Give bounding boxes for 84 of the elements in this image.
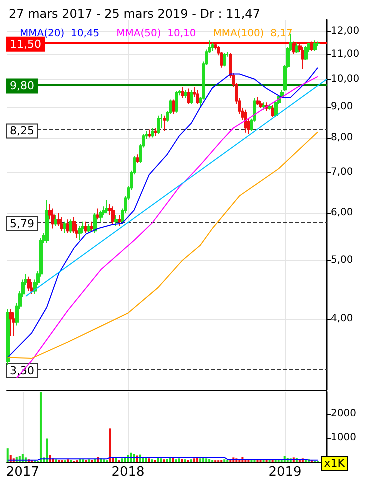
candlestick xyxy=(93,212,97,234)
candlestick xyxy=(105,200,109,214)
bar xyxy=(194,458,196,462)
candlestick xyxy=(184,90,187,99)
candlestick xyxy=(316,41,320,47)
candlestick xyxy=(181,86,184,99)
candlestick xyxy=(244,109,247,134)
candlestick xyxy=(111,206,115,225)
candlestick xyxy=(90,221,94,232)
candlestick xyxy=(78,226,82,242)
ref-line-label: 11,50 xyxy=(10,38,42,51)
annotation: x1K xyxy=(324,457,346,470)
candlestick xyxy=(63,221,67,234)
candlestick xyxy=(157,115,160,136)
candlestick xyxy=(114,214,118,227)
text: MMA(100) 8,17 xyxy=(213,28,293,40)
bar xyxy=(121,458,124,462)
candlestick xyxy=(301,46,305,70)
bar xyxy=(178,458,180,462)
candlestick xyxy=(196,90,199,105)
bar xyxy=(148,458,150,462)
candlestick xyxy=(172,99,175,115)
ref-line-label: 5,79 xyxy=(10,217,34,230)
y-tick-label: 12,00 xyxy=(331,26,360,38)
candlestick xyxy=(148,129,151,138)
candlestick xyxy=(54,214,58,227)
ref-line-label: 9,80 xyxy=(10,80,34,93)
bar xyxy=(166,459,168,462)
y-tick-label: 1000 xyxy=(331,432,356,444)
candlestick xyxy=(99,210,103,222)
candlestick xyxy=(304,46,308,61)
x-tick-label: 2018 xyxy=(112,465,145,480)
y-tick-label: 4,00 xyxy=(331,314,354,325)
candlestick xyxy=(6,308,10,366)
candlestick xyxy=(45,200,49,244)
candlestick xyxy=(163,115,166,132)
bar xyxy=(169,458,172,462)
candlestick xyxy=(136,154,139,164)
x-tick-label: 2017 xyxy=(6,465,40,480)
candlestick xyxy=(175,90,178,114)
candlestick xyxy=(96,208,100,220)
candlestick xyxy=(151,128,154,138)
candlestick xyxy=(211,42,214,52)
bar xyxy=(46,438,48,462)
y-tick-label: 6,00 xyxy=(331,208,354,219)
bar xyxy=(40,392,42,462)
bar xyxy=(200,458,202,462)
bar xyxy=(142,458,144,462)
candlestick xyxy=(268,104,272,110)
candlestick xyxy=(262,102,266,110)
candlestick xyxy=(190,90,193,105)
bar xyxy=(208,459,211,462)
candlestick xyxy=(57,212,61,227)
bar xyxy=(206,458,208,462)
y-tick-label: 5,00 xyxy=(331,255,354,266)
candlestick xyxy=(259,100,263,109)
candlestick xyxy=(9,308,13,336)
text: MMA(50) 10,10 xyxy=(116,28,196,40)
candlestick xyxy=(84,221,88,234)
y-tick-label: 2000 xyxy=(331,408,356,420)
candlestick xyxy=(118,214,121,227)
candlestick xyxy=(313,40,317,52)
candlestick xyxy=(87,224,91,234)
bar xyxy=(181,459,184,462)
ref-line-label: 8,25 xyxy=(10,124,34,138)
bar xyxy=(160,458,162,462)
y-tick-label: 10,00 xyxy=(331,74,360,85)
bar xyxy=(109,428,112,462)
y-tick-label: 11,00 xyxy=(331,48,360,60)
y-tick-label: 7,00 xyxy=(331,167,354,178)
y-tick-label: 8,00 xyxy=(331,132,354,144)
candlestick xyxy=(72,216,76,234)
candlestick xyxy=(154,128,157,137)
candlestick xyxy=(256,96,260,106)
x-tick-label: 2019 xyxy=(268,465,302,480)
chart-title: 27 mars 2017 - 25 mars 2019 - Dr : 11,47 xyxy=(9,7,260,21)
candlestick xyxy=(187,88,190,105)
candlestick xyxy=(27,276,31,292)
candlestick xyxy=(60,216,64,232)
candlestick xyxy=(51,208,55,230)
candlestick xyxy=(223,52,226,68)
text: MMA(20) 10,45 xyxy=(20,28,100,40)
candlestick xyxy=(12,312,16,336)
y-tick-label: 9,00 xyxy=(331,101,354,112)
